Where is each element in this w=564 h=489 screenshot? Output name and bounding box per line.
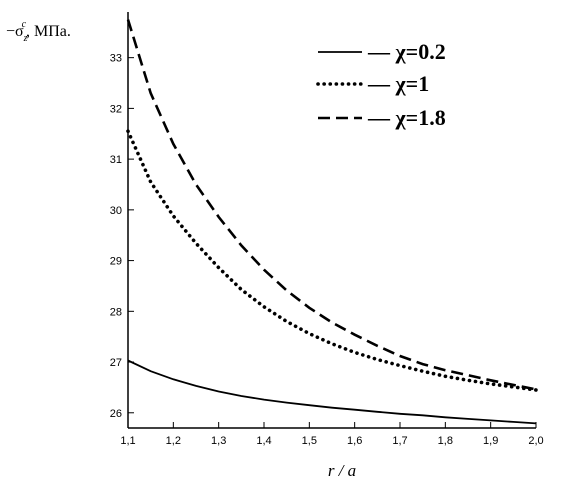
y-tick-label: 28 — [110, 306, 122, 318]
legend-label-1: — χ=0.2 — [367, 39, 446, 64]
y-tick-label: 26 — [110, 408, 122, 420]
y-tick-label: 32 — [110, 103, 122, 115]
y-tick-label: 33 — [110, 53, 122, 65]
x-axis-label: r / a — [328, 461, 356, 480]
series-group — [126, 19, 538, 425]
y-tick-label: 31 — [110, 154, 122, 166]
legend-label-3: — χ=1.8 — [367, 105, 446, 130]
x-tick-label: 1,2 — [166, 435, 181, 447]
series-line-1 — [127, 359, 537, 425]
y-axis-label: −σzc, МПа. — [6, 19, 71, 44]
legend-label-2: — χ=1 — [367, 71, 429, 96]
x-tick-label: 1,3 — [211, 435, 226, 447]
y-axis-label-prefix: −σ — [6, 23, 24, 40]
legend: — χ=0.2 — χ=1 — χ=1.8 — [316, 39, 446, 130]
series-line-3 — [126, 19, 537, 391]
x-tick-label: 1,7 — [392, 435, 407, 447]
axes — [127, 12, 536, 429]
x-tick-label: 1,1 — [120, 435, 135, 447]
series-line-2 — [126, 129, 538, 392]
y-axis-label-suffix: , МПа. — [26, 23, 71, 40]
y-tick-label: 29 — [110, 256, 122, 268]
y-tick-label: 27 — [110, 357, 122, 369]
y-tick-label: 30 — [110, 205, 122, 217]
x-tick-label: 1,8 — [438, 435, 453, 447]
ticks: 1,1 1,2 1,3 1,4 1,5 1,6 1,7 1,8 1,9 2,0 26 27 28 29 30… — [110, 53, 544, 447]
x-tick-label: 1,5 — [302, 435, 317, 447]
x-tick-label: 1,4 — [256, 435, 271, 447]
y-axis-label-sub: z — [23, 33, 28, 44]
x-tick-label: 1,6 — [347, 435, 362, 447]
x-tick-label: 2,0 — [528, 435, 543, 447]
x-tick-label: 1,9 — [483, 435, 498, 447]
y-axis-label-sup: c — [22, 19, 27, 30]
